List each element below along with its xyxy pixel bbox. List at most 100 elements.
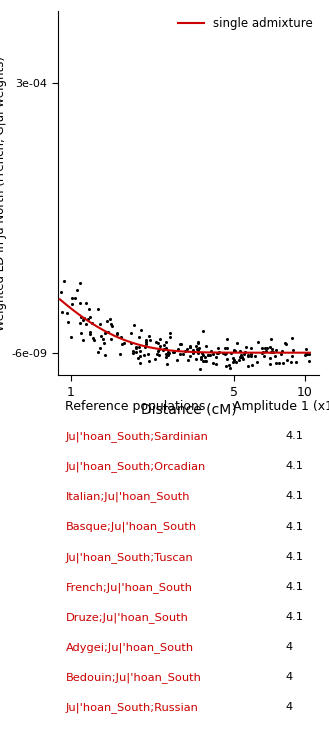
Point [143,334,148,346]
Text: Bedouin;Ju|'hoan_South: Bedouin;Ju|'hoan_South [65,672,201,684]
Point [215,347,220,359]
Point [146,348,151,360]
Point [240,353,245,365]
Point [152,353,157,365]
Point [72,292,77,304]
Point [157,343,162,355]
Point [138,357,143,369]
Point [101,337,106,349]
Point [138,324,143,336]
Point [271,346,276,358]
Point [157,340,162,352]
Point [250,359,255,371]
Point [177,348,183,360]
Point [261,350,266,362]
Point [194,343,199,355]
Point [225,333,230,345]
Point [90,332,95,344]
Point [61,275,66,287]
Point [129,327,134,339]
Point [167,347,172,359]
Point [166,349,171,361]
Point [248,350,253,362]
Point [274,356,279,368]
Point [231,354,237,366]
Point [259,341,265,353]
Point [137,350,142,362]
Point [88,328,93,340]
Point [202,352,207,364]
Point [206,349,211,361]
Point [178,338,183,350]
Point [204,341,209,353]
Point [243,346,248,358]
Point [172,346,177,358]
Point [161,343,166,355]
Point [254,356,260,368]
Point [237,354,242,366]
Point [284,338,289,350]
Point [272,350,277,362]
Text: Italian;Ju|'hoan_South: Italian;Ju|'hoan_South [65,492,190,502]
Point [77,297,82,309]
Point [109,320,114,332]
Point [164,351,169,363]
Point [167,327,172,339]
Point [164,348,169,360]
Point [246,349,251,361]
Point [281,356,286,368]
Text: Basque;Ju|'hoan_South: Basque;Ju|'hoan_South [65,521,196,533]
Point [160,344,165,356]
Point [238,351,243,363]
Point [252,350,258,362]
Point [199,347,205,359]
Point [206,349,211,361]
Point [200,325,206,337]
Point [185,343,190,355]
single admixture [308,348,312,357]
Point [187,341,192,353]
Point [114,326,119,338]
Point [279,348,284,360]
Point [92,334,97,346]
Point [214,352,219,364]
Point [216,346,221,358]
X-axis label: Distance (cM): Distance (cM) [140,403,236,417]
Point [195,337,201,349]
Point [69,292,75,304]
Point [186,354,191,366]
single admixture [237,348,241,357]
Point [137,341,142,353]
Point [65,317,70,329]
Text: Adygei;Ju|'hoan_South: Adygei;Ju|'hoan_South [65,642,193,653]
Point [132,319,137,331]
Point [231,345,237,357]
Point [155,344,161,356]
Point [129,337,134,349]
Point [95,303,101,315]
Point [242,348,247,360]
Point [216,342,221,354]
Point [162,338,167,350]
single admixture [192,347,196,356]
Point [195,344,200,356]
Point [226,359,231,371]
Point [108,332,114,344]
Point [223,341,228,353]
Point [220,347,226,359]
Point [245,350,250,362]
Point [289,356,294,368]
Point [290,344,295,356]
Point [196,341,202,353]
Point [289,332,294,344]
Point [77,317,82,329]
Point [228,347,234,359]
Point [80,334,86,346]
Point [81,312,87,324]
single admixture [166,346,170,355]
Point [213,358,218,370]
Point [147,330,152,342]
Point [306,348,312,360]
Point [240,351,245,363]
Point [248,348,254,360]
